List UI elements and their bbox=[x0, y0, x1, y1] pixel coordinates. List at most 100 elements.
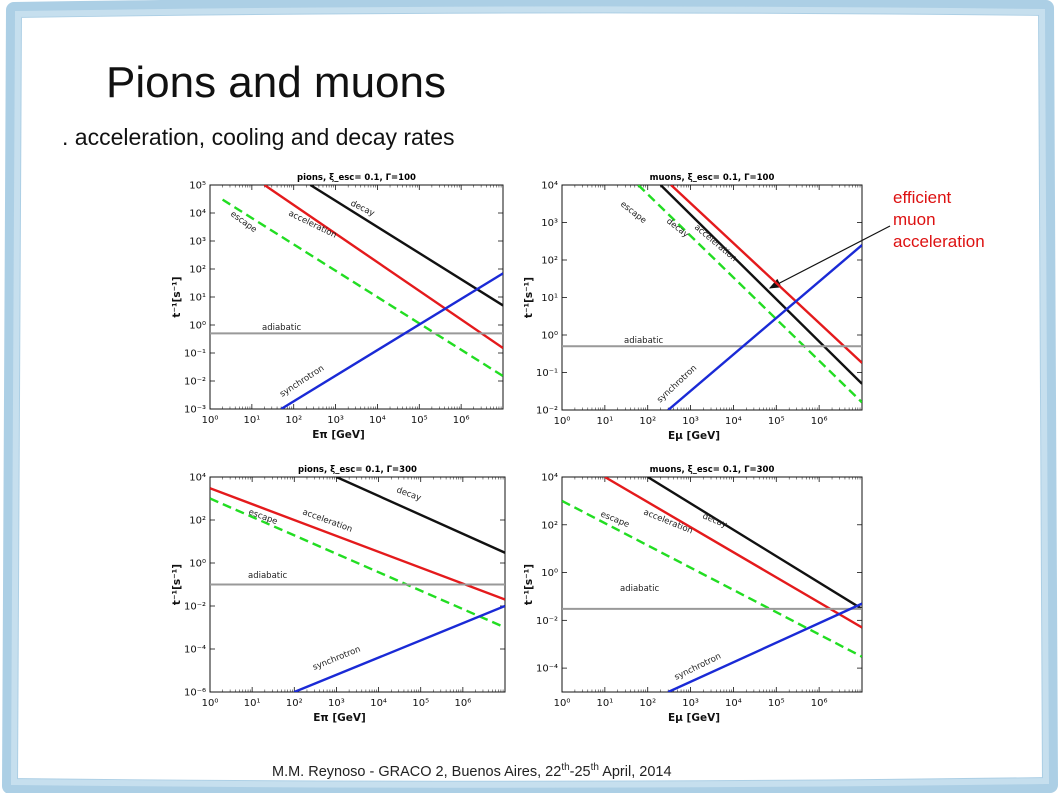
y-tick-label: 10³ bbox=[541, 218, 558, 229]
series-label-escape: escape bbox=[618, 199, 648, 225]
y-axis-label: t⁻¹[s⁻¹] bbox=[523, 564, 535, 605]
footer-mid: -25 bbox=[569, 763, 591, 780]
footer-suffix: April, 2014 bbox=[598, 763, 672, 780]
series-line-acceleration bbox=[604, 477, 862, 629]
x-tick-label: 10⁴ bbox=[725, 698, 742, 709]
page-subtitle: . acceleration, cooling and decay rates bbox=[62, 124, 455, 150]
series-line-synchrotron bbox=[293, 604, 505, 692]
y-tick-label: 10⁴ bbox=[189, 209, 206, 220]
x-tick-label: 10⁵ bbox=[768, 698, 785, 709]
series-group bbox=[562, 477, 862, 692]
footer-sup: th bbox=[590, 762, 599, 773]
series-label-escape: escape bbox=[228, 209, 258, 235]
y-tick-label: 10⁻⁴ bbox=[536, 664, 558, 675]
y-tick-label: 10⁻¹ bbox=[536, 368, 558, 379]
y-tick-label: 10⁵ bbox=[189, 181, 206, 192]
x-tick-label: 10⁵ bbox=[411, 415, 428, 426]
x-tick-label: 10³ bbox=[682, 416, 699, 427]
x-axis-label: Eπ [GeV] bbox=[312, 429, 365, 441]
y-tick-label: 10⁰ bbox=[541, 568, 558, 579]
y-axis-label: t⁻¹[s⁻¹] bbox=[171, 564, 183, 605]
series-line-decay bbox=[659, 185, 862, 385]
x-tick-label: 10¹ bbox=[243, 415, 260, 426]
series-line-acceleration bbox=[670, 185, 862, 364]
chart-panel: pions, ξ_esc= 0.1, Γ=100 10⁰ 10¹ 10² 10³ 10⁴ 1… bbox=[171, 173, 504, 441]
series-label-decay: decay bbox=[349, 199, 376, 219]
chart-title: pions, ξ_esc= 0.1, Γ=100 bbox=[297, 173, 416, 183]
axis-ticks: 10⁰ 10¹ 10² 10³ 10⁴ 10⁵ 10⁶ 10⁻² 10⁻¹ 10⁰ 10¹ 10² 10… bbox=[536, 181, 863, 427]
x-tick-label: 10¹ bbox=[596, 698, 613, 709]
x-axis-label: Eμ [GeV] bbox=[668, 712, 720, 724]
series-line-acceleration bbox=[263, 185, 503, 350]
y-tick-label: 10⁻⁴ bbox=[184, 645, 206, 656]
series-label-acceleration: acceleration bbox=[301, 507, 354, 534]
x-tick-label: 10⁶ bbox=[811, 416, 828, 427]
y-tick-label: 10⁰ bbox=[541, 331, 558, 342]
y-tick-label: 10⁰ bbox=[189, 321, 206, 332]
x-tick-label: 10⁶ bbox=[453, 415, 470, 426]
x-tick-label: 10⁰ bbox=[554, 416, 571, 427]
x-tick-label: 10³ bbox=[327, 415, 344, 426]
plot-frame bbox=[561, 476, 863, 693]
series-label-acceleration: acceleration bbox=[287, 209, 338, 241]
series-line-synchrotron bbox=[667, 244, 862, 410]
series-label-escape: escape bbox=[247, 507, 279, 527]
footer-prefix: M.M. Reynoso - GRACO 2, Buenos Aires, 22 bbox=[272, 763, 562, 780]
y-tick-label: 10² bbox=[541, 520, 558, 531]
series-line-escape bbox=[210, 497, 505, 629]
x-tick-label: 10⁵ bbox=[768, 416, 785, 427]
x-tick-label: 10⁶ bbox=[811, 698, 828, 709]
y-tick-label: 10² bbox=[189, 265, 206, 276]
x-tick-label: 10⁰ bbox=[554, 698, 571, 709]
axis-ticks: 10⁰ 10¹ 10² 10³ 10⁴ 10⁵ 10⁶ 10⁻³ 10⁻² 10⁻¹ 10⁰ 10¹ 1… bbox=[184, 181, 504, 426]
chart-title: muons, ξ_esc= 0.1, Γ=100 bbox=[650, 173, 775, 183]
axis-ticks: 10⁰ 10¹ 10² 10³ 10⁴ 10⁵ 10⁶ 10⁻⁴ 10⁻² 10⁰ 10² 10⁴ bbox=[536, 473, 863, 709]
x-tick-label: 10³ bbox=[682, 698, 699, 709]
x-axis-label: Eπ [GeV] bbox=[313, 712, 366, 724]
x-tick-label: 10¹ bbox=[244, 698, 261, 709]
y-axis-label: t⁻¹[s⁻¹] bbox=[171, 276, 183, 317]
series-line-escape bbox=[637, 185, 862, 404]
y-tick-label: 10⁻⁶ bbox=[184, 688, 206, 699]
y-tick-label: 10² bbox=[189, 516, 206, 527]
x-tick-label: 10⁴ bbox=[370, 698, 387, 709]
y-tick-label: 10⁻³ bbox=[184, 405, 206, 416]
series-label-decay: decay bbox=[701, 512, 728, 531]
series-line-acceleration bbox=[210, 487, 505, 601]
page-title: Pions and muons bbox=[106, 58, 446, 107]
x-tick-label: 10⁴ bbox=[369, 415, 386, 426]
y-tick-label: 10² bbox=[541, 256, 558, 267]
x-tick-label: 10² bbox=[286, 698, 303, 709]
y-tick-label: 10⁴ bbox=[541, 473, 558, 484]
y-tick-label: 10⁻² bbox=[536, 616, 558, 627]
series-line-escape bbox=[221, 198, 503, 378]
series-line-decay bbox=[309, 185, 503, 307]
x-tick-label: 10³ bbox=[328, 698, 345, 709]
footer-citation: M.M. Reynoso - GRACO 2, Buenos Aires, 22… bbox=[272, 762, 672, 780]
chart-title: pions, ξ_esc= 0.1, Γ=300 bbox=[298, 465, 417, 475]
series-line-decay bbox=[647, 477, 862, 610]
series-group bbox=[210, 185, 503, 409]
x-tick-label: 10⁶ bbox=[454, 698, 471, 709]
footer-sup: th bbox=[561, 762, 570, 773]
x-tick-label: 10⁰ bbox=[202, 415, 219, 426]
series-label-decay: decay bbox=[395, 485, 422, 503]
series-line-escape bbox=[562, 499, 862, 658]
y-tick-label: 10⁴ bbox=[189, 473, 206, 484]
series-label-adiabatic: adiabatic bbox=[624, 336, 663, 346]
annotation-text: efficient muon acceleration bbox=[893, 187, 985, 253]
x-tick-label: 10² bbox=[639, 416, 656, 427]
annotation-line: efficient bbox=[893, 188, 952, 207]
series-label-synchrotron: synchrotron bbox=[278, 364, 326, 400]
series-label-adiabatic: adiabatic bbox=[262, 323, 301, 333]
series-label-synchrotron: synchrotron bbox=[655, 363, 699, 405]
plot-frame bbox=[209, 184, 504, 410]
y-tick-label: 10⁰ bbox=[189, 559, 206, 570]
series-label-acceleration: acceleration bbox=[642, 508, 694, 537]
axis-ticks: 10⁰ 10¹ 10² 10³ 10⁴ 10⁵ 10⁶ 10⁻⁶ 10⁻⁴ 10⁻² 10⁰ 10² 1… bbox=[184, 473, 506, 709]
x-tick-label: 10¹ bbox=[596, 416, 613, 427]
y-axis-label: t⁻¹[s⁻¹] bbox=[523, 277, 535, 318]
x-axis-label: Eμ [GeV] bbox=[668, 430, 720, 442]
